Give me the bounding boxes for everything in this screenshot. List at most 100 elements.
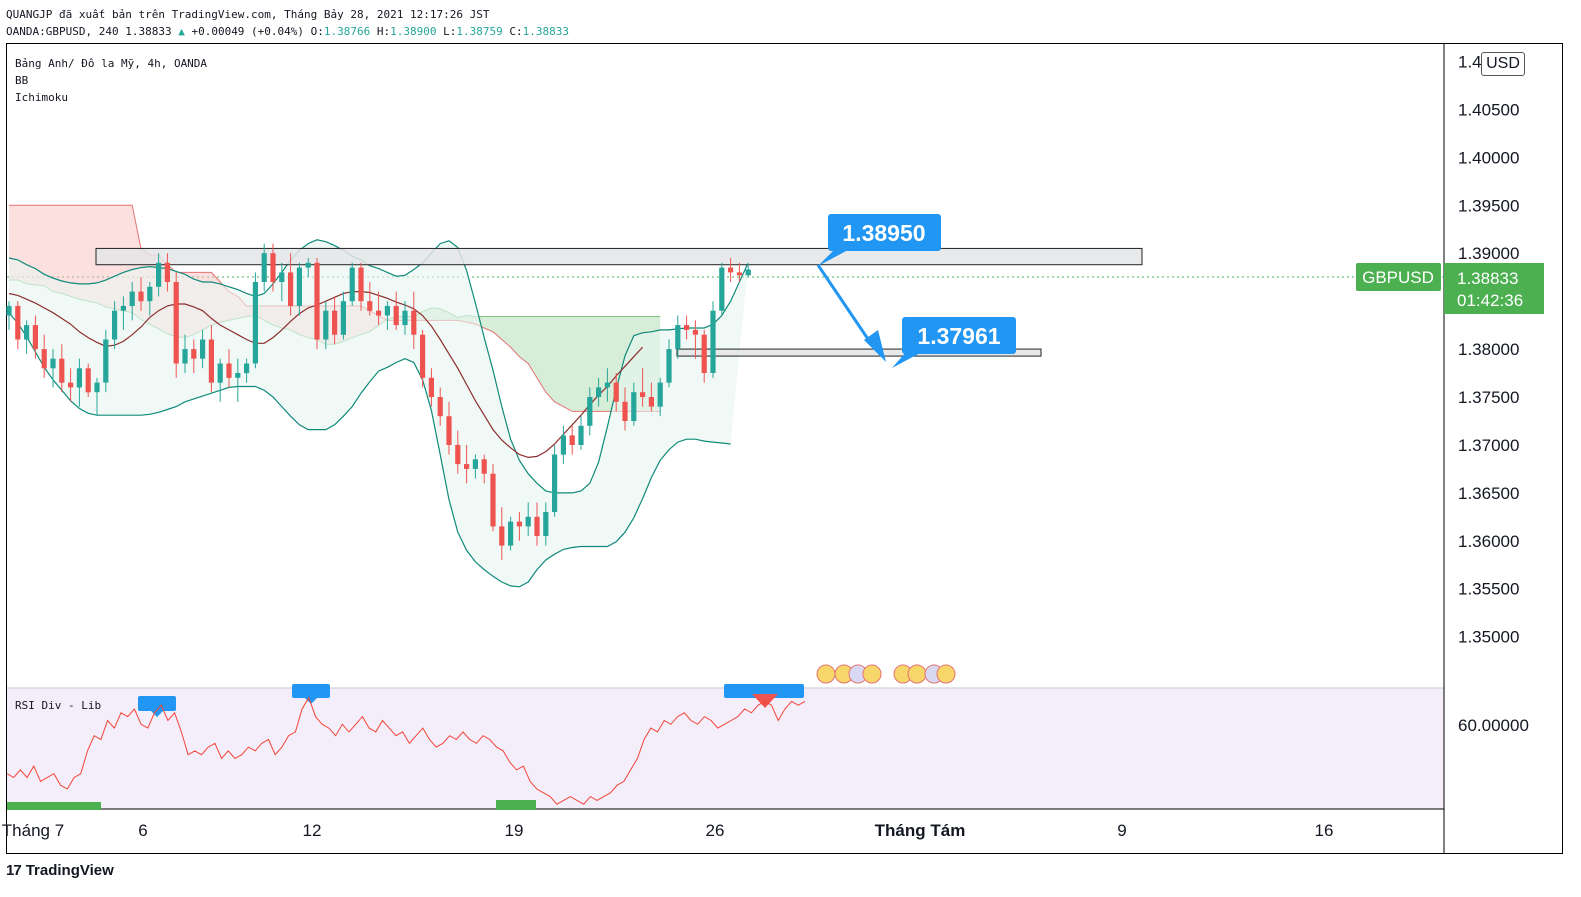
close-value: 1.38833	[522, 25, 569, 38]
candle-body	[525, 516, 531, 527]
cloud-segment	[537, 316, 546, 393]
candle-body	[32, 325, 38, 350]
price-axis-tick: 1.38000	[1458, 340, 1519, 359]
symbol-label: OANDA:GBPUSD, 240	[6, 25, 119, 38]
legend-indicator-bb[interactable]: BB	[15, 74, 29, 87]
flag-icon[interactable]	[907, 664, 927, 684]
candle-body	[129, 291, 135, 306]
high-key: H:	[376, 25, 391, 38]
candle-body	[367, 301, 373, 311]
candle-body	[173, 282, 179, 364]
candle-body	[120, 305, 126, 311]
date-axis-tick: Tháng Tám	[875, 821, 966, 840]
cloud-segment	[581, 316, 590, 412]
flag-icon[interactable]	[816, 664, 836, 684]
event-flags[interactable]	[816, 664, 956, 684]
candle-body	[516, 521, 522, 527]
candles	[6, 243, 751, 560]
price-zones[interactable]	[95, 247, 1143, 357]
candle-body	[675, 325, 681, 350]
symbol-tag	[1356, 263, 1441, 291]
date-axis-tick: 26	[706, 821, 725, 840]
candle-body	[420, 334, 426, 378]
cloud-segment	[26, 205, 36, 285]
price-axis[interactable]: 1.410001.405001.400001.395001.390001.385…	[1458, 53, 1519, 647]
last-price-tag[interactable]: GBPUSD 1.38833 01:42:36	[1356, 263, 1544, 314]
ohlc-line: OANDA:GBPUSD, 240 1.38833 ▲ +0.00049 (+0…	[6, 25, 569, 38]
callout-bottom-box	[902, 317, 1016, 354]
candle-body	[411, 310, 417, 335]
cloud-segment	[528, 316, 537, 378]
support-zone-rect[interactable]	[676, 348, 1042, 357]
flag-icon[interactable]	[936, 664, 956, 684]
legend-title: Bảng Anh/ Đô la Mỹ, 4h, OANDA	[15, 57, 208, 70]
candle-body	[657, 382, 663, 407]
date-axis-tick: 12	[303, 821, 322, 840]
currency-button[interactable]: USD	[1481, 52, 1525, 76]
candle-body	[103, 339, 109, 383]
cloud-segment	[572, 316, 581, 412]
cloud-segment	[61, 205, 71, 297]
rsi-pivot-marker[interactable]	[292, 684, 330, 698]
candle-body	[24, 325, 30, 340]
candle-body	[376, 310, 382, 316]
cloud-segment	[545, 316, 555, 402]
candle-body	[244, 363, 250, 374]
candle-body	[455, 444, 461, 465]
candle-body	[692, 329, 698, 335]
candle-body	[279, 272, 285, 282]
callout-arrow-shaft	[816, 264, 874, 346]
date-axis[interactable]: Tháng 7 6 12 19 26 Tháng Tám 9 16	[2, 821, 1334, 840]
candle-body	[587, 397, 593, 426]
price-axis-tick: 1.36500	[1458, 484, 1519, 503]
candle-body	[261, 253, 267, 282]
rsi-pane-background	[7, 688, 1444, 809]
callout-top-pointer	[818, 250, 848, 266]
candle-body	[6, 305, 12, 316]
candle-body	[648, 397, 654, 407]
price-axis-tick: 1.39000	[1458, 244, 1519, 263]
cloud-segment	[79, 205, 89, 302]
resistance-zone-rect[interactable]	[95, 247, 1143, 266]
rsi-pivot-marker[interactable]	[138, 696, 176, 711]
rsi-pivot-pointer	[151, 711, 163, 717]
legend-indicator-ichimoku[interactable]: Ichimoku	[15, 91, 68, 104]
candle-body	[217, 363, 223, 383]
price-axis-tick: 1.40000	[1458, 148, 1519, 167]
rsi-markers[interactable]	[7, 684, 804, 810]
callout-arrow[interactable]	[816, 264, 886, 362]
candle-body	[446, 416, 452, 445]
cloud-segment	[563, 316, 573, 412]
rsi-bull-marker[interactable]	[7, 802, 101, 810]
candle-body	[94, 382, 100, 393]
candle-body	[50, 358, 56, 369]
flag-icon[interactable]	[862, 664, 882, 684]
candle-body	[208, 339, 214, 383]
cloud-segment	[70, 205, 80, 300]
callout-top[interactable]: 1.38950	[818, 214, 941, 266]
cloud-segment	[44, 205, 53, 292]
rsi-bull-marker[interactable]	[496, 800, 536, 810]
rsi-pane-title[interactable]: RSI Div - Lib	[15, 699, 102, 712]
candle-body	[235, 373, 241, 378]
brand[interactable]: 17 TradingView	[6, 862, 114, 879]
rsi-pivot-marker[interactable]	[724, 684, 804, 698]
candle-body	[305, 262, 311, 268]
price-tag-value: 1.38833	[1457, 269, 1518, 288]
price-axis-tick: 1.37000	[1458, 436, 1519, 455]
callout-bottom-label: 1.37961	[917, 323, 1000, 349]
candle-body	[631, 392, 637, 421]
candle-body	[428, 377, 434, 397]
price-tag-countdown: 01:42:36	[1457, 291, 1523, 310]
tradingview-logo-icon: 17	[6, 862, 22, 879]
rsi-line	[6, 696, 806, 805]
callout-bottom[interactable]: 1.37961	[892, 317, 1016, 368]
date-axis-tick: 19	[505, 821, 524, 840]
change-label: +0.00049 (+0.04%)	[191, 25, 305, 38]
candle-body	[147, 286, 153, 302]
change-up-icon: ▲	[178, 25, 185, 38]
candle-body	[710, 310, 716, 373]
date-axis-tick: 6	[138, 821, 147, 840]
candle-body	[728, 267, 734, 273]
